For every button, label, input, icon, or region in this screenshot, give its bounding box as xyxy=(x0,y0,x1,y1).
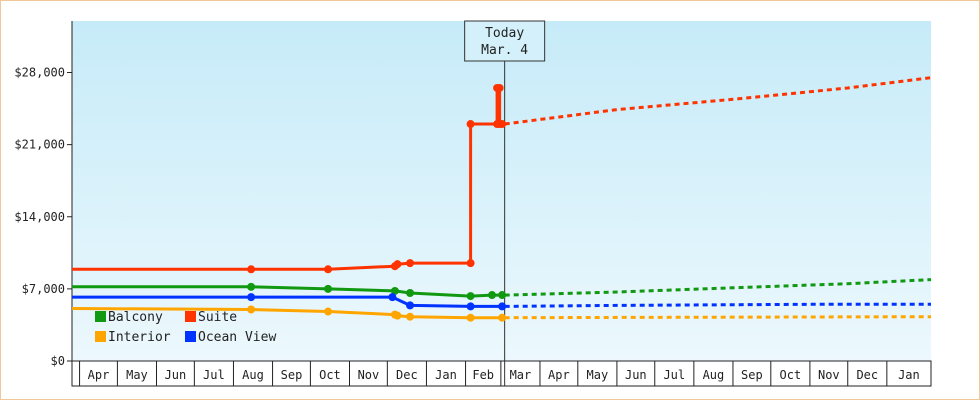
x-tick-label: Nov xyxy=(818,368,840,382)
x-tick-label: Sep xyxy=(741,368,763,382)
interior-legend-label: Interior xyxy=(108,330,171,345)
ocean-view-point xyxy=(247,293,256,302)
today-label: Today xyxy=(485,26,524,41)
interior-point xyxy=(406,312,415,321)
interior-point xyxy=(324,307,333,316)
ocean-view-projection-line xyxy=(504,302,931,308)
ocean-view-point xyxy=(388,293,397,302)
suite-point xyxy=(498,120,507,129)
balcony-point xyxy=(406,289,415,297)
x-tick-label: Jan xyxy=(898,368,920,382)
x-tick-label: Apr xyxy=(88,368,110,382)
today-box xyxy=(464,20,546,62)
x-tick-label: Jan xyxy=(435,368,457,382)
interior-point xyxy=(247,305,256,314)
ocean-view-point xyxy=(406,301,415,310)
suite-point xyxy=(324,265,333,274)
ocean-view-legend-swatch xyxy=(185,331,196,342)
suite-point xyxy=(406,259,415,268)
x-tick-label: Nov xyxy=(358,368,380,382)
balcony-point xyxy=(488,291,497,300)
x-tick-label: Aug xyxy=(242,368,264,382)
interior-point xyxy=(498,313,507,322)
x-tick-label: Feb xyxy=(472,368,494,382)
x-tick-label: Dec xyxy=(856,368,878,382)
y-tick-label: $14,000 xyxy=(14,210,65,224)
suite-point xyxy=(466,259,475,268)
x-tick-label: Sep xyxy=(281,368,303,382)
balcony-point xyxy=(390,286,399,295)
balcony-legend-label: Balcony xyxy=(108,310,163,325)
suite-point xyxy=(247,265,256,274)
x-tick-label: Jul xyxy=(203,368,225,382)
x-tick-label: Oct xyxy=(780,368,802,382)
interior-point xyxy=(466,313,475,322)
balcony-projection-line xyxy=(504,278,932,297)
interior-point xyxy=(393,311,402,320)
y-tick-label: $7,000 xyxy=(22,282,65,296)
ocean-view-history-line xyxy=(72,295,503,308)
x-tick-label: Oct xyxy=(319,368,341,382)
x-tick-label: Mar xyxy=(510,368,532,382)
interior-legend-swatch xyxy=(95,331,106,342)
balcony-point xyxy=(324,284,333,293)
today-date-label: Mar. 4 xyxy=(481,43,528,58)
ocean-view-legend-label: Ocean View xyxy=(198,330,276,345)
x-tick-label: Apr xyxy=(548,368,570,382)
balcony-point xyxy=(247,282,256,291)
y-tick-label: $0 xyxy=(51,354,65,368)
suite-point xyxy=(393,260,402,269)
ocean-view-point xyxy=(466,302,475,311)
x-tick-label: Jul xyxy=(663,368,685,382)
y-tick-label: $28,000 xyxy=(14,66,65,80)
suite-point xyxy=(466,120,475,129)
x-tick-label: Aug xyxy=(703,368,725,382)
suite-point xyxy=(495,83,504,92)
y-tick-label: $21,000 xyxy=(14,138,65,152)
suite-legend-swatch xyxy=(185,311,196,322)
suite-projection-line xyxy=(504,76,932,126)
x-tick-label: May xyxy=(587,368,609,382)
balcony-point xyxy=(466,292,475,301)
x-tick-label: Jun xyxy=(625,368,647,382)
ocean-view-point xyxy=(498,302,507,311)
interior-projection-line xyxy=(504,315,932,320)
x-tick-label: May xyxy=(126,368,148,382)
x-tick-label: Jun xyxy=(165,368,187,382)
x-tick-label: Dec xyxy=(396,368,418,382)
x-axis-band xyxy=(71,360,932,387)
balcony-point xyxy=(498,291,507,300)
suite-legend-label: Suite xyxy=(198,310,237,325)
balcony-legend-swatch xyxy=(95,311,106,322)
